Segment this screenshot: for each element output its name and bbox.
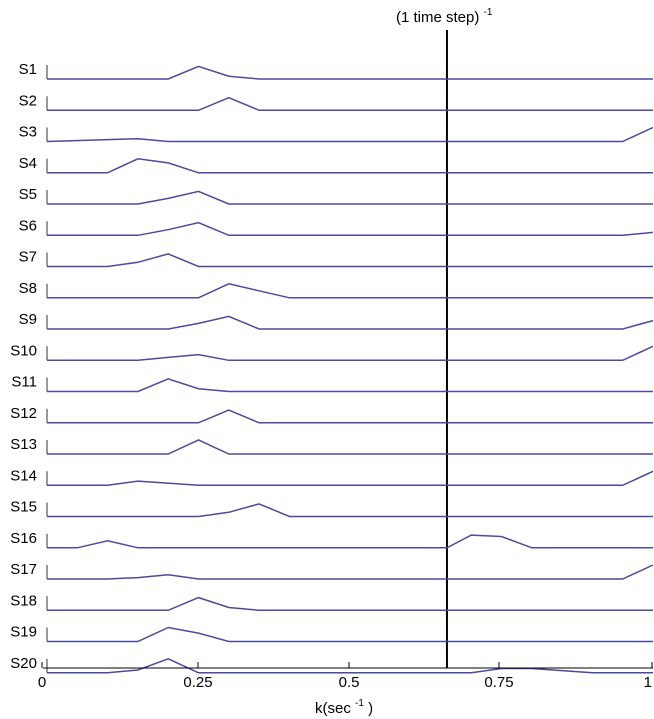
series-label-s19: S19 xyxy=(10,624,37,641)
series-line-s1 xyxy=(47,65,653,80)
series-row-s4: S4 xyxy=(19,155,653,174)
series-row-s7: S7 xyxy=(19,249,653,268)
series-row-s5: S5 xyxy=(19,186,653,205)
series-rows: S1 S2 S3 S4 S5 S6 S7 S8 S9 S10 S11 S12 S13 S14 S15 S16 S… xyxy=(10,61,654,674)
series-row-s1: S1 xyxy=(19,61,653,80)
series-label-s20: S20 xyxy=(10,655,37,672)
series-label-s15: S15 xyxy=(10,499,37,516)
series-label-s6: S6 xyxy=(19,217,37,234)
series-label-s12: S12 xyxy=(10,405,37,422)
series-label-s4: S4 xyxy=(19,155,37,172)
series-line-s14 xyxy=(47,470,654,487)
series-line-s5 xyxy=(47,190,653,205)
series-row-s3: S3 xyxy=(19,124,654,143)
x-tick-label: 0.5 xyxy=(339,674,360,691)
x-tick-label: 0.75 xyxy=(484,674,513,691)
series-row-s2: S2 xyxy=(19,92,653,112)
x-axis: 0 0.25 0.5 0.75 1 xyxy=(38,662,653,691)
series-label-s11: S11 xyxy=(11,374,37,391)
series-row-s14: S14 xyxy=(10,467,654,487)
series-label-s5: S5 xyxy=(19,186,37,203)
series-line-s20 xyxy=(47,657,653,674)
x-axis-label-text: k(sec xyxy=(315,700,351,717)
series-line-s7 xyxy=(47,253,653,268)
x-tick-label: 0 xyxy=(38,674,46,691)
series-line-s19 xyxy=(47,626,653,643)
series-line-s12 xyxy=(47,409,653,424)
series-line-s18 xyxy=(47,596,653,612)
series-line-s15 xyxy=(47,503,653,518)
series-row-s17: S17 xyxy=(10,561,654,580)
x-axis-label-close: ) xyxy=(368,700,373,717)
x-axis-label-superscript: -1 xyxy=(355,698,364,709)
series-line-s13 xyxy=(47,439,653,455)
annotation-text: (1 time step) xyxy=(396,9,479,26)
series-line-s10 xyxy=(47,345,654,362)
x-axis-label: k(sec -1 ) xyxy=(315,693,373,717)
series-row-s19: S19 xyxy=(10,624,653,643)
series-label-s16: S16 xyxy=(10,530,37,547)
series-label-s1: S1 xyxy=(19,61,37,78)
x-tick-label: 0.25 xyxy=(183,674,212,691)
series-row-s10: S10 xyxy=(10,342,654,362)
series-label-s18: S18 xyxy=(10,592,37,609)
series-line-s8 xyxy=(47,283,653,299)
series-label-s7: S7 xyxy=(19,249,37,266)
series-row-s16: S16 xyxy=(10,530,653,549)
series-line-s9 xyxy=(47,315,654,330)
series-row-s15: S15 xyxy=(10,499,653,518)
series-label-s10: S10 xyxy=(10,342,37,359)
series-line-s3 xyxy=(46,126,654,143)
series-row-s20: S20 xyxy=(10,655,653,674)
series-line-s2 xyxy=(47,96,653,112)
series-label-s2: S2 xyxy=(19,92,37,109)
annotation-superscript: -1 xyxy=(484,7,493,18)
series-row-s8: S8 xyxy=(19,280,653,299)
series-line-s4 xyxy=(47,158,653,174)
series-row-s18: S18 xyxy=(10,592,653,612)
series-label-s14: S14 xyxy=(10,467,37,484)
series-line-s6 xyxy=(47,221,654,237)
series-row-s12: S12 xyxy=(10,405,653,424)
series-line-s17 xyxy=(47,564,654,580)
series-row-s11: S11 xyxy=(11,374,653,393)
time-step-annotation: (1 time step) -1 xyxy=(396,7,493,26)
series-label-s9: S9 xyxy=(19,311,37,328)
series-row-s6: S6 xyxy=(19,217,654,237)
series-line-s11 xyxy=(47,378,653,393)
series-label-s3: S3 xyxy=(19,124,37,141)
series-label-s17: S17 xyxy=(10,561,37,578)
series-line-s16 xyxy=(47,534,653,549)
series-label-s13: S13 xyxy=(10,436,37,453)
series-row-s13: S13 xyxy=(10,436,653,455)
series-row-s9: S9 xyxy=(19,311,654,330)
x-tick-label: 1 xyxy=(644,674,652,691)
series-label-s8: S8 xyxy=(19,280,37,297)
